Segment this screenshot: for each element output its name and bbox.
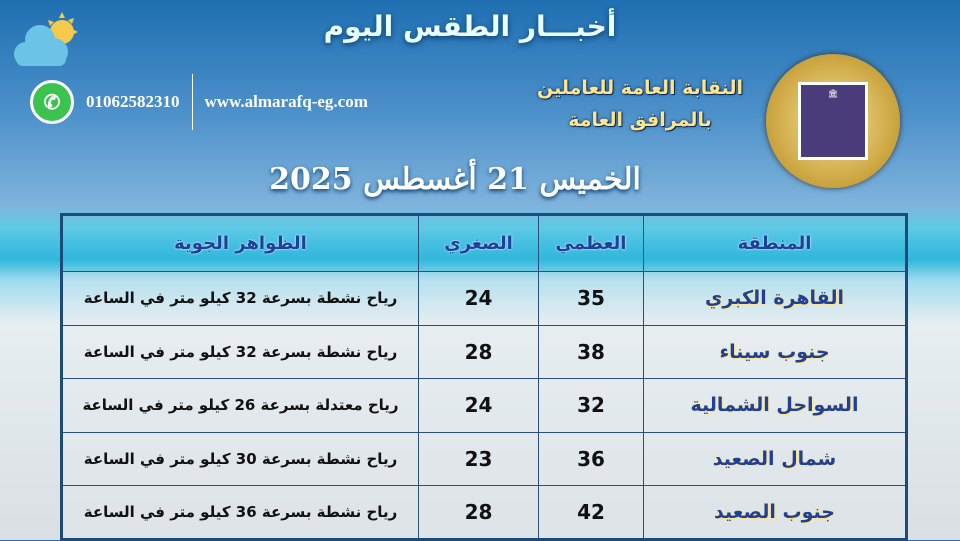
table-row: جنوب الصعيد 42 28 رياح نشطة بسرعة 36 كيلو م… [61,485,907,540]
max-temp-cell: 32 [538,378,644,433]
phone-number: 01062582310 [86,92,180,111]
whatsapp-icon: ✆ [30,80,74,124]
date-heading: الخميس 21 أغسطس 2025 [269,162,641,197]
region-cell: جنوب الصعيد [643,485,907,540]
org-line-1: النقابة العامة للعاملين [536,77,743,99]
col-max: العظمي [538,214,644,272]
col-min: الصغري [418,214,539,272]
min-temp-cell: 24 [418,378,539,433]
partly-cloudy-icon [14,12,78,66]
region-cell: شمال الصعيد [643,431,907,486]
union-logo: 🏛 [766,54,900,188]
min-temp-cell: 28 [418,485,539,540]
divider [191,74,193,130]
region-cell: السواحل الشمالية [643,378,907,433]
phenomena-cell: رياح نشطة بسرعة 32 كيلو متر في الساعة [61,324,419,379]
max-temp-cell: 36 [538,431,644,486]
table-row: جنوب سيناء 38 28 رياح نشطة بسرعة 32 كيلو مت… [61,324,907,379]
table-row: شمال الصعيد 36 23 رياح نشطة بسرعة 30 كيلو م… [61,431,907,486]
max-temp-cell: 35 [538,271,644,326]
region-cell: القاهرة الكبري [643,271,907,326]
min-temp-cell: 23 [418,431,539,486]
min-temp-cell: 28 [418,324,539,379]
max-temp-cell: 38 [538,324,644,379]
max-temp-cell: 42 [538,485,644,540]
region-cell: جنوب سيناء [643,324,907,379]
table-header-row: المنطقة العظمي الصغري الظواهر الجوية [61,214,907,272]
min-temp-cell: 24 [418,271,539,326]
col-region: المنطقة [643,214,907,272]
phenomena-cell: رياح نشطة بسرعة 32 كيلو متر في الساعة [61,271,419,326]
table-row: السواحل الشمالية 32 24 رياح معتدلة بسرعة 26… [61,378,907,433]
col-phenomena: الظواهر الجوية [61,214,419,272]
phenomena-cell: رياح نشطة بسرعة 30 كيلو متر في الساعة [61,431,419,486]
organization-name: النقابة العامة للعاملين بالمرافق العامة [520,72,760,136]
table-row: القاهرة الكبري 35 24 رياح نشطة بسرعة 32 كيل… [61,271,907,326]
logo-emblem: 🏛 [798,82,868,160]
phenomena-cell: رياح معتدلة بسرعة 26 كيلو متر في الساعة [61,378,419,433]
contact-bar: ✆ 01062582310 www.almarafq-eg.com [30,74,368,130]
org-line-2: بالمرافق العامة [568,109,712,131]
page-title: أخبـــار الطقس اليوم [323,10,617,43]
website-link[interactable]: www.almarafq-eg.com [204,92,368,111]
weather-table: المنطقة العظمي الصغري الظواهر الجوية الق… [60,213,908,541]
phenomena-cell: رياح نشطة بسرعة 36 كيلو متر في الساعة [61,485,419,540]
